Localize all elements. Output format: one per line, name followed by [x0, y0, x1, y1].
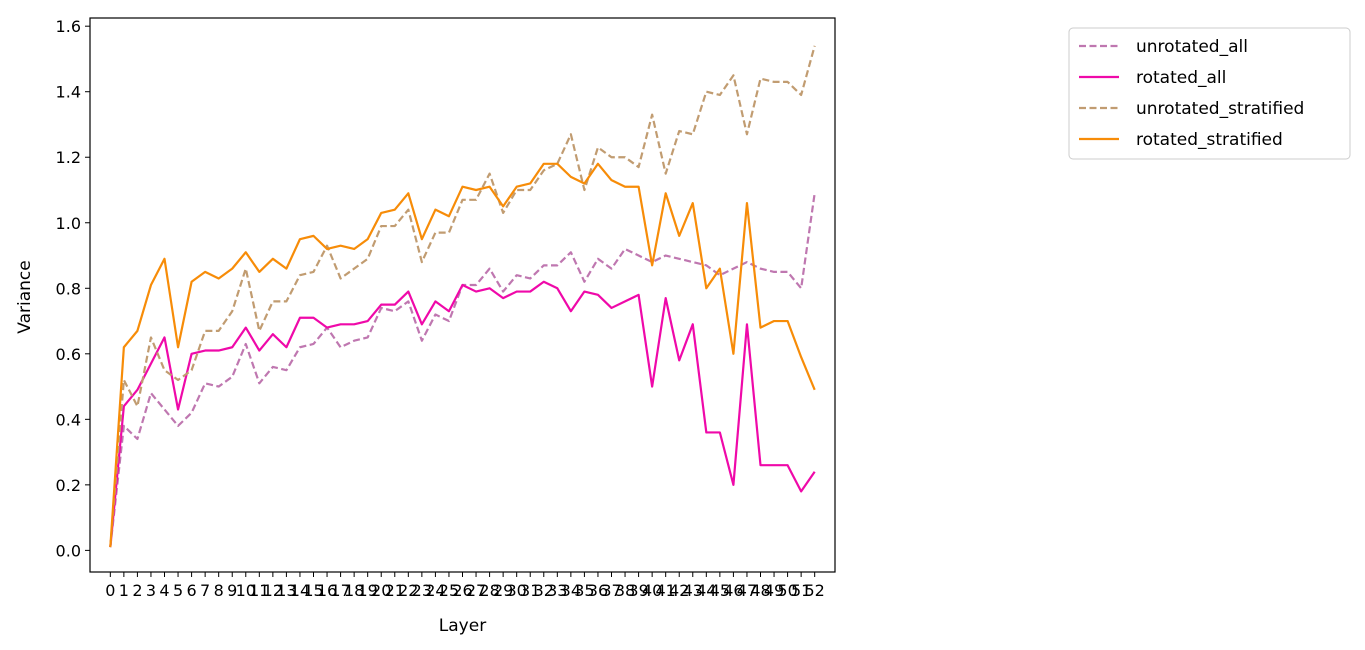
x-tick-label: 20: [371, 581, 391, 600]
x-tick-label: 6: [186, 581, 196, 600]
x-tick-label: 15: [303, 581, 323, 600]
legend-frame: [1068, 27, 1351, 160]
x-tick-label: 42: [669, 581, 689, 600]
plot-background: [90, 18, 835, 572]
x-tick-label: 30: [507, 581, 527, 600]
x-tick-label: 22: [398, 581, 418, 600]
x-tick-label: 27: [466, 581, 486, 600]
y-tick-label: 1.6: [56, 17, 81, 36]
legend-label-unrotated_stratified: unrotated_stratified: [1136, 99, 1304, 119]
x-tick-label: 41: [656, 581, 676, 600]
x-tick-label: 38: [615, 581, 635, 600]
x-tick-label: 29: [493, 581, 513, 600]
legend-label-rotated_stratified: rotated_stratified: [1136, 130, 1283, 150]
y-tick-label: 0.0: [56, 541, 81, 560]
x-tick-label: 8: [214, 581, 224, 600]
y-tick-label: 1.0: [56, 214, 81, 233]
x-tick-label: 52: [805, 581, 825, 600]
x-tick-label: 5: [173, 581, 183, 600]
legend-label-rotated_all: rotated_all: [1136, 68, 1226, 88]
y-axis-label: Variance: [15, 260, 35, 333]
x-tick-label: 44: [696, 581, 716, 600]
x-tick-label: 46: [723, 581, 743, 600]
y-tick-label: 0.4: [56, 410, 81, 429]
y-tick-label: 1.4: [56, 83, 81, 102]
x-tick-label: 14: [290, 581, 310, 600]
x-tick-label: 33: [547, 581, 567, 600]
x-tick-label: 45: [710, 581, 730, 600]
x-tick-label: 47: [737, 581, 757, 600]
x-tick-label: 3: [146, 581, 156, 600]
x-tick-label: 1: [119, 581, 129, 600]
x-tick-label: 9: [227, 581, 237, 600]
series-line-rotated_stratified: [109, 162, 816, 548]
y-tick-label: 0.8: [56, 279, 81, 298]
x-tick-label: 49: [764, 581, 784, 600]
x-tick-label: 23: [412, 581, 432, 600]
x-tick-label: 35: [574, 581, 594, 600]
x-tick-label: 10: [236, 581, 256, 600]
x-tick-label: 37: [601, 581, 621, 600]
x-tick-label: 36: [588, 581, 608, 600]
x-tick-label: 25: [439, 581, 459, 600]
x-tick-label: 34: [561, 581, 581, 600]
x-tick-label: 43: [683, 581, 703, 600]
x-tick-label: 7: [200, 581, 210, 600]
x-tick-label: 16: [317, 581, 337, 600]
series-line-rotated_all: [109, 280, 816, 548]
x-tick-label: 40: [642, 581, 662, 600]
x-axis: 0 1 2 3 4 5 6 7 8 9101112131415161718192021222324…: [105, 572, 825, 600]
x-tick-label: 26: [452, 581, 472, 600]
y-tick-label: 1.2: [56, 148, 81, 167]
series-line-unrotated_stratified: [109, 45, 816, 548]
x-tick-label: 28: [479, 581, 499, 600]
legend-label-unrotated_all: unrotated_all: [1136, 37, 1248, 57]
x-tick-label: 4: [159, 581, 169, 600]
y-tick-label: 0.2: [56, 476, 81, 495]
x-tick-label: 12: [263, 581, 283, 600]
x-tick-label: 39: [628, 581, 648, 600]
x-tick-label: 2: [132, 581, 142, 600]
x-tick-label: 19: [358, 581, 378, 600]
x-tick-label: 0: [105, 581, 115, 600]
x-tick-label: 32: [534, 581, 554, 600]
y-tick-label: 0.6: [56, 345, 81, 364]
x-tick-label: 18: [344, 581, 364, 600]
x-tick-label: 11: [249, 581, 269, 600]
x-tick-label: 50: [777, 581, 797, 600]
x-tick-label: 21: [385, 581, 405, 600]
x-tick-label: 17: [330, 581, 350, 600]
x-tick-label: 48: [750, 581, 770, 600]
y-axis: 0.0 0.2 0.4 0.6 0.8 1.0 1.2 1.4 1.6: [56, 17, 90, 560]
x-tick-label: 51: [791, 581, 811, 600]
x-tick-label: 31: [520, 581, 540, 600]
x-axis-label: Layer: [439, 616, 486, 636]
legend: unrotated_all rotated_all unrotated_strati…: [1068, 27, 1351, 160]
x-tick-label: 13: [276, 581, 296, 600]
x-tick-label: 24: [425, 581, 445, 600]
series-layer: [109, 45, 816, 548]
